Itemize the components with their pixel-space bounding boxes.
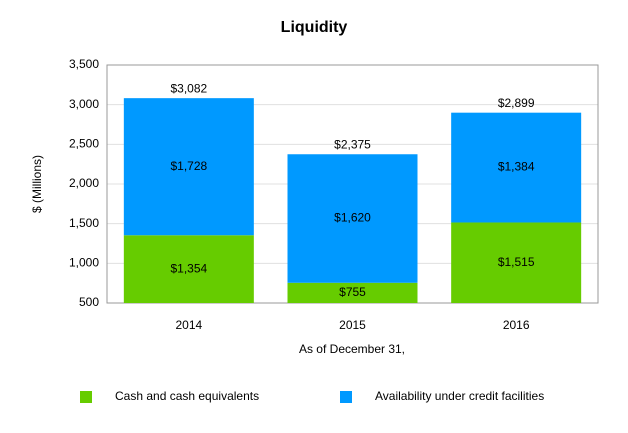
y-tick-label: 1,000 — [69, 256, 99, 270]
value-label: $1,515 — [498, 255, 535, 269]
y-tick-label: 1,500 — [69, 216, 99, 230]
chart-title: Liquidity — [281, 19, 348, 36]
y-tick-label: 3,500 — [69, 57, 99, 71]
legend-swatch — [340, 391, 352, 403]
value-label: $1,620 — [334, 211, 371, 225]
legend-label: Cash and cash equivalents — [115, 389, 259, 403]
y-tick-label: 2,000 — [69, 176, 99, 190]
bar-segment — [123, 98, 254, 236]
bar-segment — [451, 222, 582, 303]
y-tick-label: 3,000 — [69, 97, 99, 111]
bar-segment — [287, 154, 418, 283]
y-axis-title: $ (Millions) — [30, 155, 44, 213]
y-tick-label: 2,500 — [69, 137, 99, 151]
y-tick-label: 500 — [79, 295, 99, 309]
total-label: $3,082 — [170, 81, 207, 95]
bar-segment — [451, 112, 582, 223]
bar-segment — [123, 235, 254, 303]
legend-swatch — [80, 391, 92, 403]
total-label: $2,375 — [334, 137, 371, 151]
x-tick-label: 2014 — [175, 318, 202, 332]
legend-label: Availability under credit facilities — [375, 389, 544, 403]
x-tick-label: 2016 — [503, 318, 530, 332]
value-label: $755 — [339, 285, 366, 299]
x-axis-title: As of December 31, — [299, 342, 405, 356]
total-label: $2,899 — [498, 96, 535, 110]
x-tick-label: 2015 — [339, 318, 366, 332]
value-label: $1,354 — [170, 261, 207, 275]
value-label: $1,384 — [498, 160, 535, 174]
bar-segment — [287, 282, 418, 303]
value-label: $1,728 — [170, 159, 207, 173]
